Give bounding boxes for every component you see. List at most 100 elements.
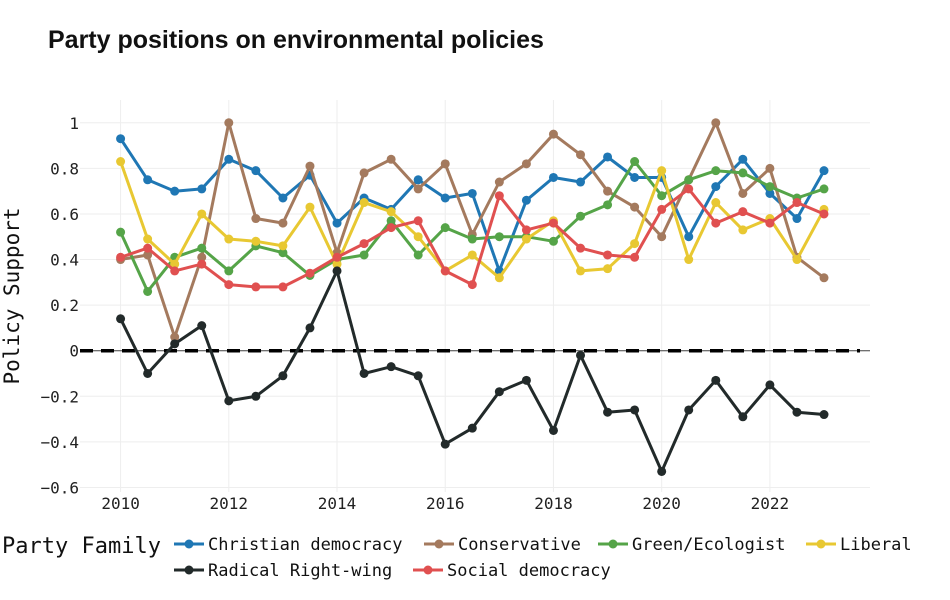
legend-label: Green/Ecologist (632, 535, 786, 555)
legend-label: Radical Right-wing (208, 561, 392, 581)
data-point (278, 371, 288, 381)
legend-item[interactable]: Christian democracy (174, 535, 402, 555)
data-point (170, 339, 180, 349)
data-point (386, 207, 396, 217)
grid (80, 100, 870, 492)
data-point (548, 172, 558, 182)
data-point (413, 175, 423, 185)
data-point (765, 163, 775, 173)
data-point (440, 193, 450, 203)
data-point (143, 243, 153, 253)
x-tick-label: 2020 (642, 494, 681, 513)
axes: 2010 2012 2014 2016 2018 2020 2022 1 0.8 0.6 0.4 0.… (0, 114, 789, 513)
series-social-democracy (116, 184, 829, 292)
data-point (278, 248, 288, 258)
data-point (738, 168, 748, 178)
x-tick-label: 2022 (751, 494, 790, 513)
data-point (576, 150, 586, 160)
data-point (224, 280, 234, 290)
data-point (630, 202, 640, 212)
data-point (711, 198, 721, 208)
x-tick-label: 2014 (318, 494, 357, 513)
data-point (630, 157, 640, 167)
data-point (467, 280, 477, 290)
data-point (143, 368, 153, 378)
data-point (359, 250, 369, 260)
legend-item[interactable]: Liberal (806, 535, 912, 555)
legend-item[interactable]: Radical Right-wing (174, 561, 392, 581)
series-conservative (116, 118, 829, 342)
data-point (143, 234, 153, 244)
data-point (792, 214, 802, 224)
data-point (548, 425, 558, 435)
data-point (521, 225, 531, 235)
data-point (711, 118, 721, 128)
data-point (819, 209, 829, 219)
data-point (440, 266, 450, 276)
y-tick-label: −0.4 (40, 433, 79, 452)
data-point (332, 259, 342, 269)
y-tick-label: 0 (69, 342, 79, 361)
data-point (413, 216, 423, 226)
data-point (521, 375, 531, 385)
data-point (224, 396, 234, 406)
data-point (170, 332, 180, 342)
data-point (576, 243, 586, 253)
data-point (711, 375, 721, 385)
x-tick-label: 2016 (426, 494, 465, 513)
data-point (170, 266, 180, 276)
data-point (819, 166, 829, 176)
data-point (224, 118, 234, 128)
data-point (440, 159, 450, 169)
data-point (711, 182, 721, 192)
data-point (278, 282, 288, 292)
data-point (521, 234, 531, 244)
data-point (548, 236, 558, 246)
y-tick-label: −0.2 (40, 387, 79, 406)
data-point (657, 191, 667, 201)
data-point (305, 268, 315, 278)
data-point (738, 188, 748, 198)
data-point (359, 368, 369, 378)
data-point (738, 207, 748, 217)
data-point (576, 177, 586, 187)
x-tick-label: 2018 (534, 494, 573, 513)
legend-item[interactable]: Conservative (424, 535, 581, 555)
data-point (765, 182, 775, 192)
data-point (576, 211, 586, 221)
data-point (224, 154, 234, 164)
data-point (278, 193, 288, 203)
data-point (197, 209, 207, 219)
data-point (657, 466, 667, 476)
data-point (197, 184, 207, 194)
data-point (251, 391, 261, 401)
legend-marker (816, 539, 826, 549)
legend-marker (608, 539, 618, 549)
data-point (305, 323, 315, 333)
y-tick-label: −0.6 (40, 478, 79, 497)
y-tick-label: 0.2 (50, 296, 79, 315)
data-point (332, 266, 342, 276)
data-point (413, 232, 423, 242)
data-point (467, 250, 477, 260)
data-point (251, 214, 261, 224)
data-point (143, 175, 153, 185)
data-point (359, 198, 369, 208)
data-point (413, 250, 423, 260)
data-point (738, 412, 748, 422)
legend-item[interactable]: Social democracy (413, 561, 611, 581)
series-green-ecologist (116, 157, 829, 296)
data-point (819, 410, 829, 420)
data-point (386, 362, 396, 372)
data-point (197, 243, 207, 253)
data-point (657, 166, 667, 176)
data-point (765, 380, 775, 390)
legend-item[interactable]: Green/Ecologist (598, 535, 786, 555)
data-point (711, 218, 721, 228)
data-point (765, 218, 775, 228)
data-point (792, 255, 802, 265)
data-point (170, 259, 180, 269)
data-point (494, 273, 504, 283)
data-point (792, 407, 802, 417)
